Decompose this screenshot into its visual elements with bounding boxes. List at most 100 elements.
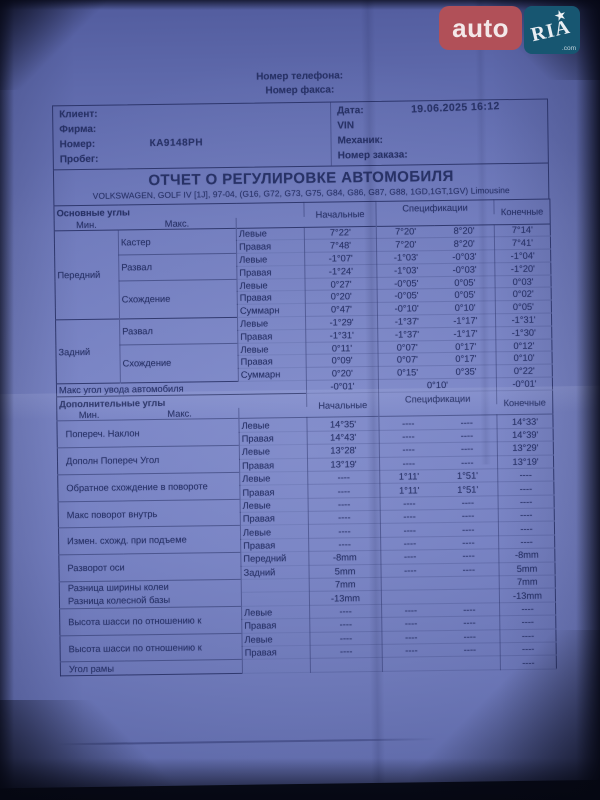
param-label: Попереч. Наклон [56, 418, 240, 449]
value-final: ---- [497, 481, 555, 496]
value-final: 0°03' [494, 274, 552, 289]
side-label: Суммарн [238, 367, 307, 382]
mechanic-label: Механик: [337, 134, 384, 147]
header-info-table: Клиент: Фирма: Номер: КА9148РН Пробег: [52, 98, 549, 171]
param-label: Развал [118, 253, 237, 281]
side-label: Суммарн [237, 303, 306, 318]
param-label: Высота шасси по отношению к [59, 632, 243, 663]
side-label: Левые [240, 524, 309, 540]
value-spec-min: 0°07' [378, 353, 437, 367]
value-spec-min: ---- [381, 630, 441, 645]
value-spec-min: ---- [380, 523, 439, 538]
value-final: 14°39' [497, 427, 554, 442]
value-spec-min: -1°03' [376, 263, 435, 278]
value-final: 0°12' [495, 338, 553, 353]
value-spec-min: ---- [379, 442, 438, 457]
auto-logo-badge: auto [439, 6, 522, 50]
param-label: Макс поворот внутрь [58, 499, 241, 529]
param-label: Развал [119, 317, 238, 345]
side-label: Задний [240, 565, 310, 580]
value-spec-max: ---- [438, 508, 499, 524]
value-final: -1°04' [494, 249, 551, 263]
value-spec-min: 0°15' [378, 365, 437, 380]
value-final: 7°14' [494, 223, 551, 238]
value-spec-max: ---- [438, 522, 499, 537]
mileage-label: Пробег: [59, 153, 99, 166]
autoria-watermark: auto ★ RIA .com [439, 6, 580, 54]
value-spec-max: 1°51' [437, 482, 499, 497]
value-spec-min: ---- [378, 415, 438, 431]
value-spec-max: ---- [439, 615, 500, 631]
ria-logo-text: RIA [528, 15, 573, 47]
value-final: 7°41' [494, 236, 551, 250]
ria-com-text: .com [561, 45, 576, 52]
value-spec-min: ---- [379, 429, 438, 444]
value-spec-max: ---- [439, 629, 501, 644]
value-final: 14°33' [496, 414, 554, 429]
column-header-final: Конечные [493, 198, 551, 225]
value-spec-max [439, 589, 500, 604]
value-spec-min: 7°20' [376, 237, 435, 252]
value-spec-max: ---- [438, 549, 499, 564]
value-final: ---- [499, 615, 556, 630]
side-label: Левые [236, 226, 305, 241]
param-label: Угол рамы [60, 659, 243, 676]
value-final: ---- [498, 534, 555, 550]
side-label: Левые [237, 342, 307, 356]
side-label: Левые [236, 278, 306, 292]
value-final: -1°30' [495, 325, 552, 340]
value-spec-max [439, 575, 500, 591]
side-label: Левые [239, 444, 308, 459]
column-header-spec: Спецификации [375, 199, 495, 216]
side-label: Правая [236, 239, 305, 254]
value-final: ---- [500, 655, 557, 670]
info-row-mileage: Пробег: [60, 149, 331, 168]
value-final: 0°22' [496, 364, 553, 378]
side-label [242, 658, 311, 674]
value-final: ---- [499, 628, 557, 643]
value-final: 7mm [499, 575, 556, 590]
value-final: ---- [499, 601, 556, 616]
side-label [241, 591, 310, 607]
value-spec-max [440, 656, 501, 671]
axle-group-label: Передний [54, 229, 120, 320]
value-spec-min: 7°20' [376, 225, 435, 239]
param-label: Разворот оси [58, 552, 242, 582]
value-spec-min: 1°11' [379, 482, 439, 498]
param-label: Схождение [119, 343, 239, 384]
axle-group-label: Задний [55, 319, 121, 384]
value-final: -8mm [498, 548, 555, 563]
ria-logo-badge: ★ RIA .com [524, 6, 580, 54]
side-label: Правая [238, 354, 307, 369]
value-spec-min: ---- [381, 603, 440, 618]
side-label: Правая [240, 538, 309, 553]
side-label: Левые [241, 631, 311, 647]
side-label: Левые [238, 417, 308, 433]
param-label: Обратное схождение в повороте [57, 472, 241, 502]
value-final: ---- [498, 508, 555, 523]
side-label: Правая [239, 431, 308, 446]
value-final: ---- [498, 521, 555, 536]
value-final: ---- [500, 641, 557, 657]
side-label [241, 578, 310, 593]
number-label: Номер: [59, 138, 96, 151]
value-spec-max: ---- [439, 602, 500, 617]
value-final: 0°05' [495, 300, 552, 314]
value-final: -13mm [499, 588, 556, 603]
value-spec-min [381, 576, 440, 591]
vin-label: VIN [337, 120, 355, 132]
param-label: Измен. схожд. при подъеме [58, 525, 241, 556]
plate-number-value: КА9148РН [149, 137, 204, 150]
side-label: Правая [236, 265, 305, 280]
info-left-column: Клиент: Фирма: Номер: КА9148РН Пробег: [53, 102, 332, 170]
date-label: Дата: [337, 105, 364, 117]
value-spec-min: -0°10' [377, 301, 436, 316]
value-spec-max: ---- [438, 495, 499, 510]
param-label: Схождение [118, 279, 238, 320]
side-label: Правая [240, 511, 309, 526]
side-label: Правая [239, 484, 309, 500]
value-spec-min: ---- [380, 549, 439, 565]
side-label: Правая [239, 457, 308, 473]
side-label: Левые [240, 498, 309, 513]
